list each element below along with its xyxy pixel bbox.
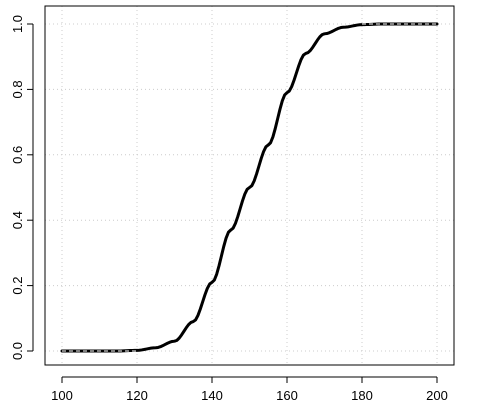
series-layer — [60, 22, 439, 353]
x-tick-label: 160 — [276, 388, 298, 403]
cdf-curve — [60, 22, 439, 353]
grid-layer — [45, 6, 454, 365]
y-tick-label: 0.8 — [10, 80, 25, 98]
x-tick-label: 100 — [51, 388, 73, 403]
y-tick-label: 0.6 — [10, 146, 25, 164]
y-tick-label: 0.0 — [10, 342, 25, 360]
y-tick-label: 1.0 — [10, 15, 25, 33]
x-tick-label: 140 — [201, 388, 223, 403]
x-tick-label: 180 — [351, 388, 373, 403]
x-axis: 100 120 140 160 180 200 — [51, 376, 448, 403]
x-tick-label: 120 — [126, 388, 148, 403]
x-tick-label: 200 — [426, 388, 448, 403]
plot-frame — [44, 5, 455, 366]
y-axis: 0.0 0.2 0.4 0.6 0.8 1.0 — [10, 15, 34, 360]
y-tick-label: 0.4 — [10, 211, 25, 229]
y-tick-label: 0.2 — [10, 277, 25, 295]
